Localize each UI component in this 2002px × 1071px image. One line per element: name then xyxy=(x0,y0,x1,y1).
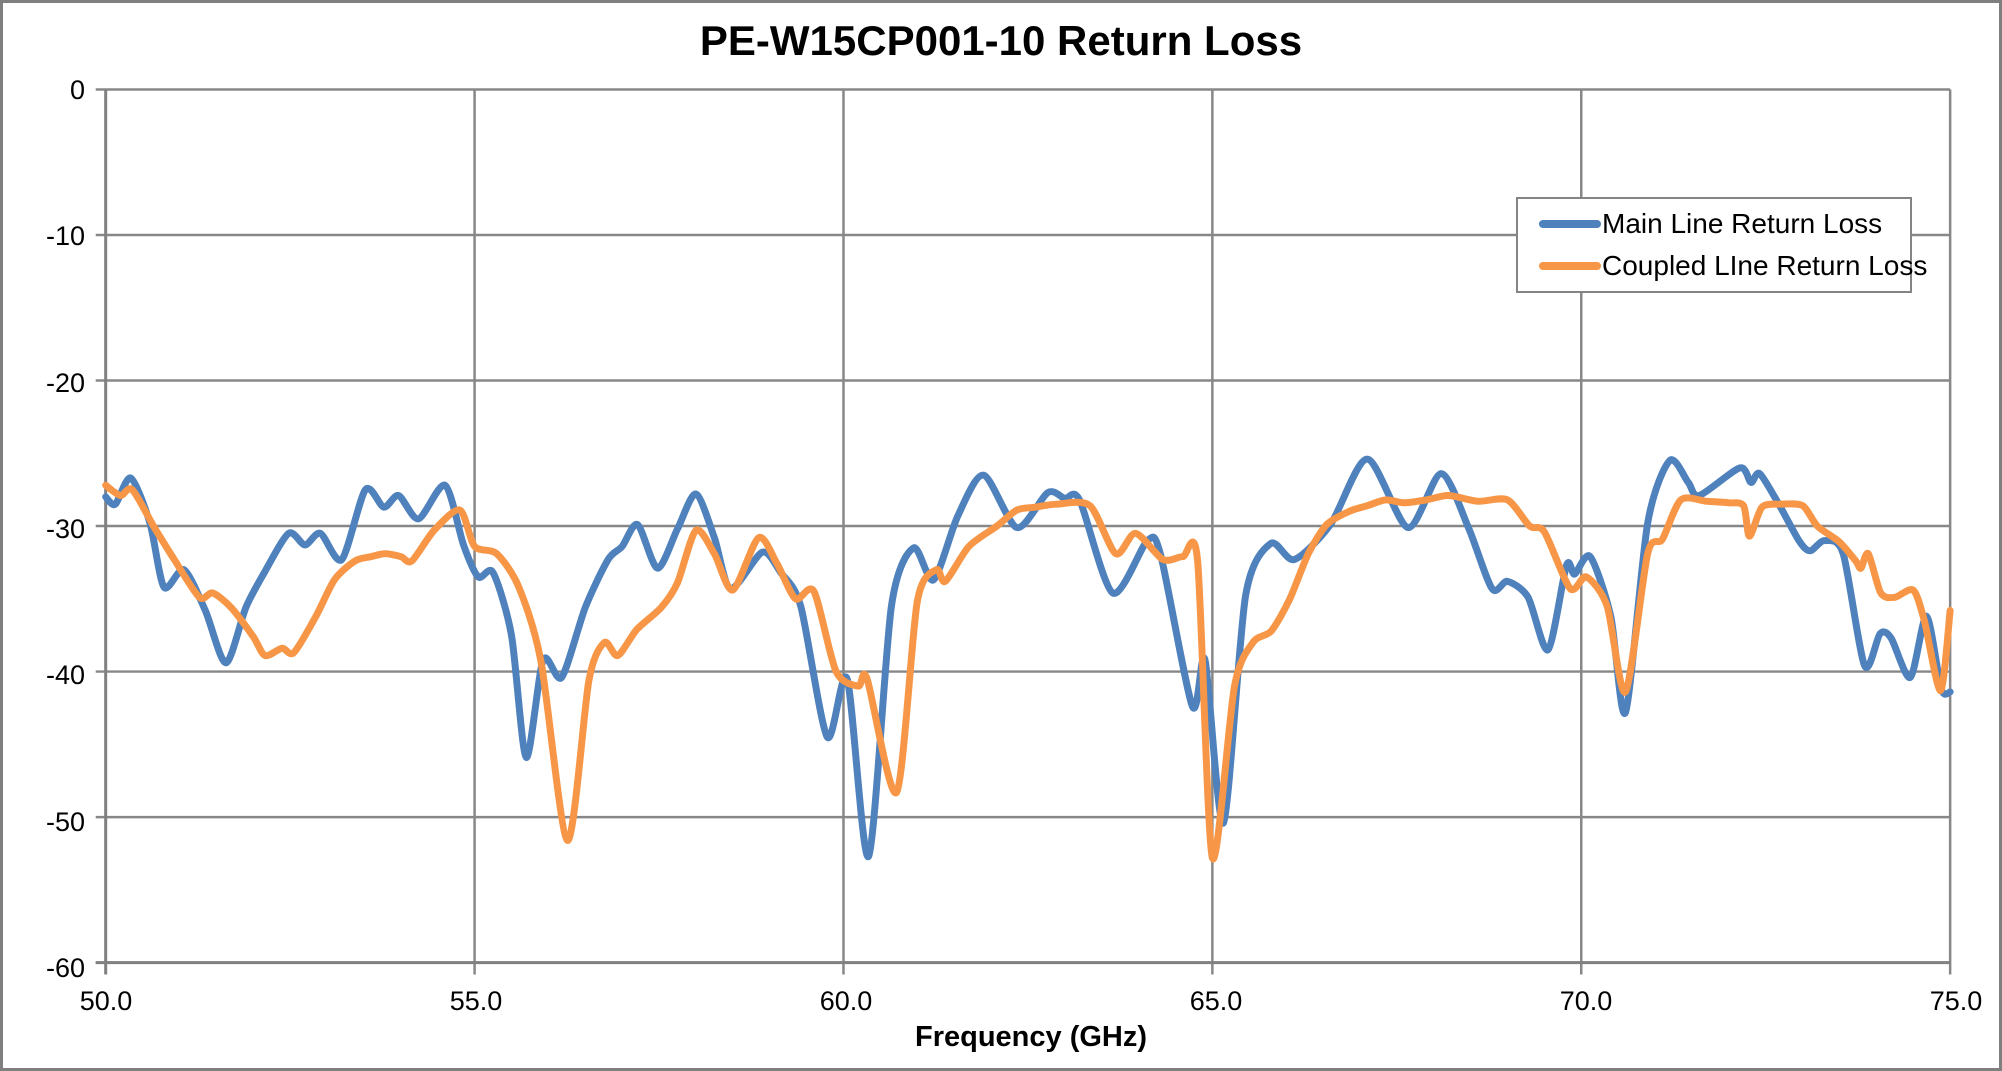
y-tick-label-0: 0 xyxy=(69,75,85,105)
y-tick-label-10: -10 xyxy=(45,221,85,251)
legend-label-main-line: Main Line Return Loss xyxy=(1602,208,1883,239)
y-tick-label-50: -50 xyxy=(45,807,85,837)
legend-item-main-line: Main Line Return Loss xyxy=(1518,204,1910,244)
series-coupled-line xyxy=(102,481,1954,863)
legend-box: Main Line Return Loss Coupled LIne Retur… xyxy=(1516,197,1927,293)
x-axis-title: Frequency (GHz) xyxy=(914,1021,1148,1053)
y-tick-label-20: -20 xyxy=(45,368,85,398)
x-tick-label-70: 70.0 xyxy=(1559,986,1613,1016)
y-tick-label-30: -30 xyxy=(45,514,85,544)
plot-area xyxy=(95,88,1954,975)
series-main-line xyxy=(102,455,1954,860)
chart-title: PE-W15CP001-10 Return Loss xyxy=(699,17,1303,64)
axes xyxy=(95,89,1951,975)
y-tick-label-60: -60 xyxy=(45,953,85,983)
legend-item-coupled-line: Coupled LIne Return Loss xyxy=(1518,246,1927,286)
x-tick-label-50: 50.0 xyxy=(79,986,133,1016)
legend-label-coupled-line: Coupled LIne Return Loss xyxy=(1602,250,1928,281)
main-line-color-swatch xyxy=(1539,220,1601,228)
x-tick-label-75: 75.0 xyxy=(1929,986,1983,1016)
y-tick-label-40: -40 xyxy=(45,660,85,690)
x-tick-label-55: 55.0 xyxy=(449,986,503,1016)
x-tick-label-65: 65.0 xyxy=(1189,986,1243,1016)
coupled-line-color-swatch xyxy=(1539,262,1601,270)
x-tick-label-60: 60.0 xyxy=(819,986,873,1016)
